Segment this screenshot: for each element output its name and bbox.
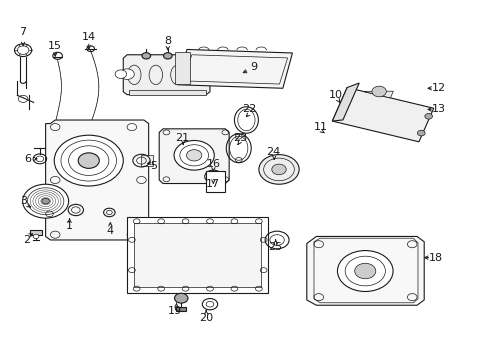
Text: 25: 25 (268, 242, 282, 252)
Circle shape (163, 53, 172, 59)
Polygon shape (363, 91, 392, 98)
Polygon shape (177, 49, 292, 88)
Text: 6: 6 (24, 154, 31, 164)
Text: 2: 2 (23, 235, 30, 245)
Text: 5: 5 (150, 161, 157, 171)
Bar (129, 90, 206, 95)
Text: 22: 22 (242, 104, 256, 114)
Bar (175, 52, 190, 84)
Bar (134, 224, 261, 287)
Circle shape (371, 86, 386, 97)
Circle shape (33, 234, 39, 239)
Circle shape (258, 154, 299, 184)
Text: 21: 21 (175, 133, 189, 143)
Circle shape (354, 263, 375, 279)
Text: 9: 9 (250, 62, 257, 72)
Circle shape (417, 130, 424, 136)
Text: 16: 16 (206, 159, 220, 169)
Polygon shape (123, 55, 209, 95)
Circle shape (184, 53, 193, 59)
Text: 8: 8 (164, 36, 171, 46)
Circle shape (115, 70, 126, 78)
Text: 24: 24 (265, 147, 280, 157)
Text: 7: 7 (20, 27, 27, 37)
Circle shape (78, 153, 99, 168)
Text: 20: 20 (199, 312, 213, 323)
Text: 4: 4 (106, 226, 114, 236)
Circle shape (174, 293, 187, 303)
Polygon shape (45, 120, 148, 240)
Circle shape (424, 113, 431, 119)
Text: 11: 11 (313, 122, 327, 132)
Bar (176, 307, 185, 311)
Text: 18: 18 (428, 253, 442, 262)
Text: 17: 17 (206, 179, 220, 189)
Text: 13: 13 (431, 104, 445, 114)
Circle shape (41, 198, 49, 204)
Polygon shape (127, 217, 268, 293)
Text: 19: 19 (167, 306, 182, 315)
Circle shape (22, 184, 68, 218)
Circle shape (120, 69, 134, 80)
Circle shape (54, 135, 123, 186)
Polygon shape (159, 129, 229, 184)
Text: 14: 14 (81, 32, 96, 42)
Circle shape (142, 53, 150, 59)
Circle shape (337, 251, 392, 292)
Text: 10: 10 (328, 90, 342, 100)
Text: 3: 3 (20, 196, 27, 206)
Text: 15: 15 (48, 41, 62, 51)
Polygon shape (332, 87, 433, 142)
Circle shape (271, 164, 285, 175)
Polygon shape (306, 237, 424, 305)
Text: 12: 12 (430, 83, 445, 93)
Text: 23: 23 (232, 133, 246, 143)
Polygon shape (332, 83, 359, 121)
Circle shape (174, 140, 214, 170)
Polygon shape (141, 155, 153, 166)
Text: 1: 1 (66, 221, 73, 231)
Bar (30, 230, 42, 235)
Circle shape (204, 170, 222, 183)
Circle shape (186, 150, 202, 161)
Bar (206, 171, 225, 192)
